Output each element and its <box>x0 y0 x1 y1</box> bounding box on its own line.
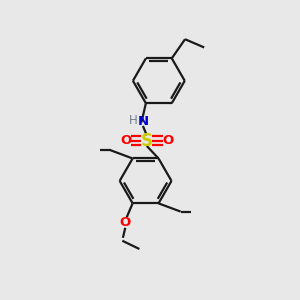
Text: O: O <box>120 216 131 229</box>
Text: H: H <box>129 114 138 127</box>
Text: O: O <box>120 134 131 147</box>
Text: S: S <box>141 132 153 150</box>
Text: N: N <box>137 115 148 128</box>
Text: O: O <box>162 134 174 147</box>
